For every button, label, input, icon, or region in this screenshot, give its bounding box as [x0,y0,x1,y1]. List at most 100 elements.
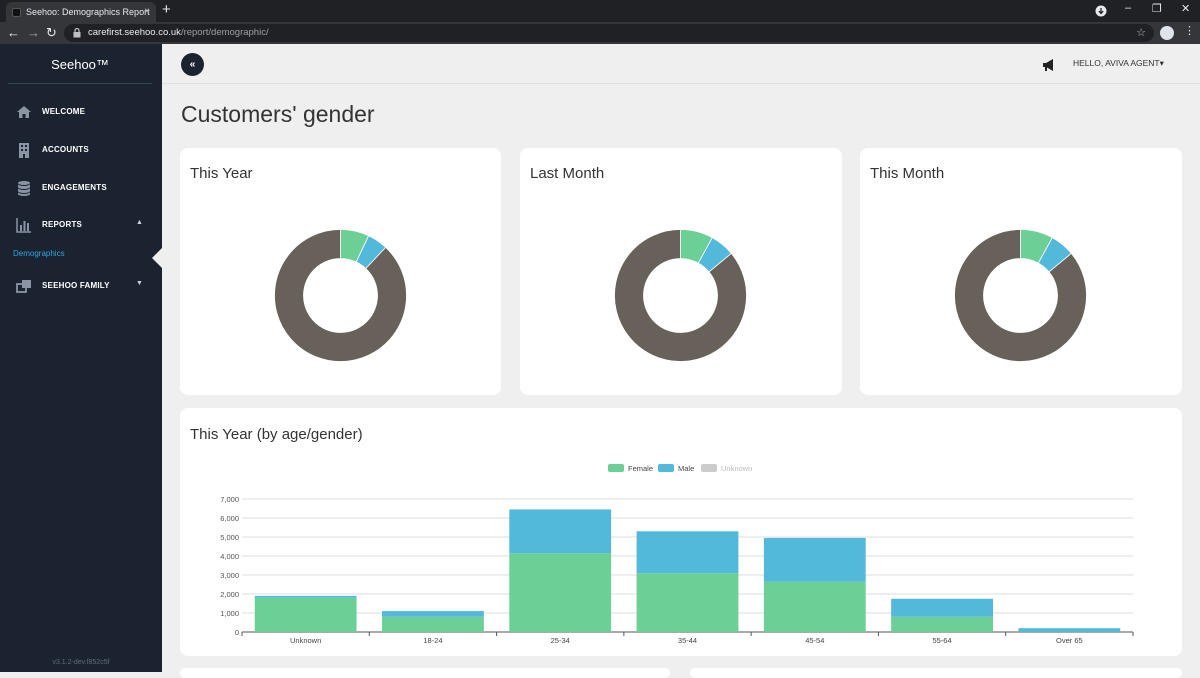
sidebar-item-reports[interactable]: REPORTS ▲ [0,215,162,235]
bar-male-18-24[interactable] [382,611,484,617]
home-icon [17,106,31,118]
x-tick-label: Unknown [290,636,321,645]
forward-button[interactable]: → [27,25,40,40]
legend-label: Male [678,464,695,473]
legend-item-female[interactable]: Female [608,464,653,473]
x-tick-label: Over 65 [1056,636,1083,645]
bookmark-star-icon[interactable]: ☆ [1136,27,1146,39]
y-tick-label: 2,000 [220,590,239,599]
x-tick-label: 45-54 [805,636,824,645]
sidebar-item-label: SEEHOO FAMILY [42,281,110,290]
x-tick-label: 25-34 [551,636,570,645]
lock-icon [73,28,81,38]
donut-slice-unknown[interactable] [614,229,747,362]
database-icon [18,181,30,196]
legend-swatch [608,464,624,472]
browser-menu-icon[interactable]: ⋮ [1184,25,1195,37]
active-indicator [152,248,162,268]
donut-chart[interactable] [954,229,1087,362]
card-title: This Month [870,165,945,182]
top-bar: « HELLO, AVIVA AGENT▾ [162,44,1200,84]
legend-swatch [658,464,674,472]
address-bar[interactable]: carefirst.seehoo.co.uk/report/demographi… [64,24,1154,42]
restore-button[interactable]: ❐ [1152,3,1162,15]
y-tick-label: 5,000 [220,533,239,542]
reload-button[interactable]: ↻ [46,25,57,40]
url-host: carefirst.seehoo.co.uk [88,27,181,38]
browser-toolbar: ← → ↻ carefirst.seehoo.co.uk/report/demo… [0,22,1200,44]
legend-item-unknown[interactable]: Unknown [701,464,752,473]
bar-female-35-44[interactable] [636,573,739,632]
tab-close-icon[interactable]: × [144,6,150,17]
donut-chart[interactable] [274,229,407,362]
caret-down-icon: ▼ [136,280,144,287]
x-tick-label: 18-24 [423,636,442,645]
y-tick-label: 7,000 [220,495,239,504]
back-button[interactable]: ← [7,25,20,40]
next-card-left [180,668,670,678]
bar-male-25-34[interactable] [509,509,612,554]
next-card-right [690,668,1182,678]
collapse-sidebar-button[interactable]: « [181,53,204,76]
y-tick-label: 6,000 [220,514,239,523]
sidebar-item-label: WELCOME [42,107,86,116]
bar-male-unknown[interactable] [254,595,357,598]
bar-female-18-24[interactable] [382,616,484,632]
x-tick-label: 55-64 [932,636,951,645]
y-tick-label: 4,000 [220,552,239,561]
legend-label: Female [628,464,654,473]
gender-card-last-month: Last Month [520,148,842,395]
window-close-button[interactable]: ✕ [1181,3,1191,15]
sidebar-subitem-demographics[interactable]: Demographics [13,249,65,258]
card-title: This Year (by age/gender) [190,426,363,443]
bar-female-45-54[interactable] [763,581,866,632]
y-tick-label: 0 [235,628,239,637]
url-path: /report/demographic/ [180,27,269,38]
version-label: v3.1.2-dev.f852c5f [52,659,110,666]
bar-male-45-54[interactable] [763,537,866,582]
new-tab-button[interactable]: + [162,1,171,18]
profile-avatar[interactable] [1160,26,1174,40]
sidebar-item-seehoo-family[interactable]: SEEHOO FAMILY ▼ [0,276,162,296]
page-title: Customers' gender [181,101,375,127]
brand-logo[interactable]: Seehoo™ [8,44,152,84]
tab-title: Seehoo: Demographics Report [26,7,150,17]
sidebar-item-label: ENGAGEMENTS [42,183,107,192]
card-title: Last Month [530,165,605,182]
bar-male-35-44[interactable] [636,531,739,574]
sidebar-item-label: REPORTS [42,220,83,229]
browser-tab-strip: Seehoo: Demographics Report × + – ❐ ✕ [0,0,1200,22]
sidebar-item-engagements[interactable]: ENGAGEMENTS [0,178,162,198]
megaphone-icon[interactable] [1042,58,1056,72]
sidebar-item-welcome[interactable]: WELCOME [0,102,162,122]
bar-female-unknown[interactable] [254,597,357,632]
x-tick-label: 35-44 [678,636,697,645]
donut-slice-unknown[interactable] [954,229,1087,362]
gender-card-this-year: This Year [180,148,501,395]
y-tick-label: 1,000 [220,609,239,618]
user-menu[interactable]: HELLO, AVIVA AGENT▾ [1073,58,1164,68]
minimize-button[interactable]: – [1125,2,1132,14]
sidebar: Seehoo™ WELCOME ACCOUNTS ENGAGEMENTS R [0,44,162,672]
gender-card-this-month: This Month [860,148,1182,395]
legend-swatch [701,464,717,472]
bar-female-55-64[interactable] [891,616,993,632]
sidebar-item-label: ACCOUNTS [42,145,89,154]
bar-male-55-64[interactable] [891,598,993,617]
favicon-icon [12,8,21,17]
y-tick-label: 3,000 [220,571,239,580]
caret-up-icon: ▲ [136,219,144,226]
donut-chart[interactable] [614,229,747,362]
legend-item-male[interactable]: Male [658,464,694,473]
bar-female-25-34[interactable] [509,553,612,632]
bar-chart-icon [16,218,31,233]
profile-downloads-icon[interactable] [1095,5,1107,17]
bar-male-over-65[interactable] [1018,628,1121,632]
building-icon [19,143,29,158]
browser-tab[interactable]: Seehoo: Demographics Report × [6,2,156,22]
stacked-bar-chart[interactable]: 0 1,000 2,000 3,000 4,000 5,000 6,000 7,000 Unkn… [200,490,1140,650]
legend-label: Unknown [721,464,753,473]
sidebar-item-accounts[interactable]: ACCOUNTS [0,140,162,160]
windows-icon [16,280,31,293]
donut-slice-unknown[interactable] [274,229,407,362]
